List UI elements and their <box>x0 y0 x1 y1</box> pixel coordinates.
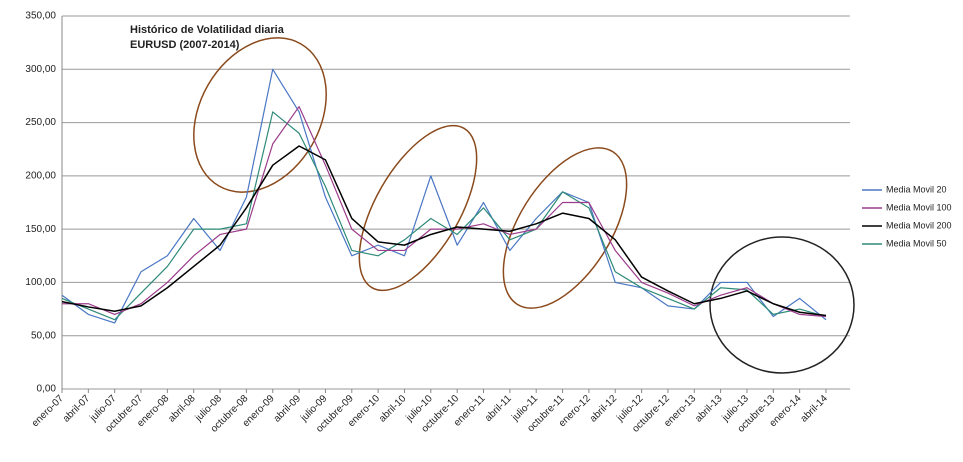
highlight-ellipse <box>502 147 628 309</box>
x-tick-label: abril-07 <box>61 393 93 425</box>
y-tick-label: 350,00 <box>25 11 56 22</box>
x-tick-label: abril-09 <box>272 393 304 425</box>
y-tick-label: 200,00 <box>25 170 56 181</box>
y-tick-label: 50,00 <box>31 330 56 341</box>
x-tick-label: abril-13 <box>693 393 725 425</box>
highlight-ellipse <box>193 37 327 193</box>
x-tick-label: abril-08 <box>166 393 198 425</box>
x-tick-label: abril-10 <box>377 393 409 425</box>
y-tick-label: 100,00 <box>25 277 56 288</box>
x-tick-label: abril-14 <box>799 393 831 425</box>
highlight-ellipse <box>358 124 478 292</box>
annotations <box>193 37 855 374</box>
x-tick-label: abril-12 <box>588 393 620 425</box>
legend-label: Media Movil 200 <box>886 220 952 230</box>
legend-label: Media Movil 20 <box>886 184 947 194</box>
x-tick-label: abril-11 <box>483 393 514 424</box>
series-line <box>61 145 827 317</box>
chart-subtitle: EURUSD (2007-2014) <box>130 39 240 51</box>
y-tick-label: 150,00 <box>25 224 56 235</box>
series-line <box>62 105 827 318</box>
y-tick-label: 0,00 <box>37 384 57 395</box>
y-tick-label: 250,00 <box>25 117 56 128</box>
series-line <box>61 68 827 324</box>
series-line <box>61 111 827 321</box>
x-tick-label: enero-07 <box>30 393 66 429</box>
highlight-ellipse <box>709 236 855 374</box>
legend-label: Media Movil 100 <box>886 202 952 212</box>
y-tick-label: 300,00 <box>25 64 56 75</box>
chart-title: Histórico de Volatilidad diaria <box>130 24 285 36</box>
legend-label: Media Movil 50 <box>886 238 947 248</box>
